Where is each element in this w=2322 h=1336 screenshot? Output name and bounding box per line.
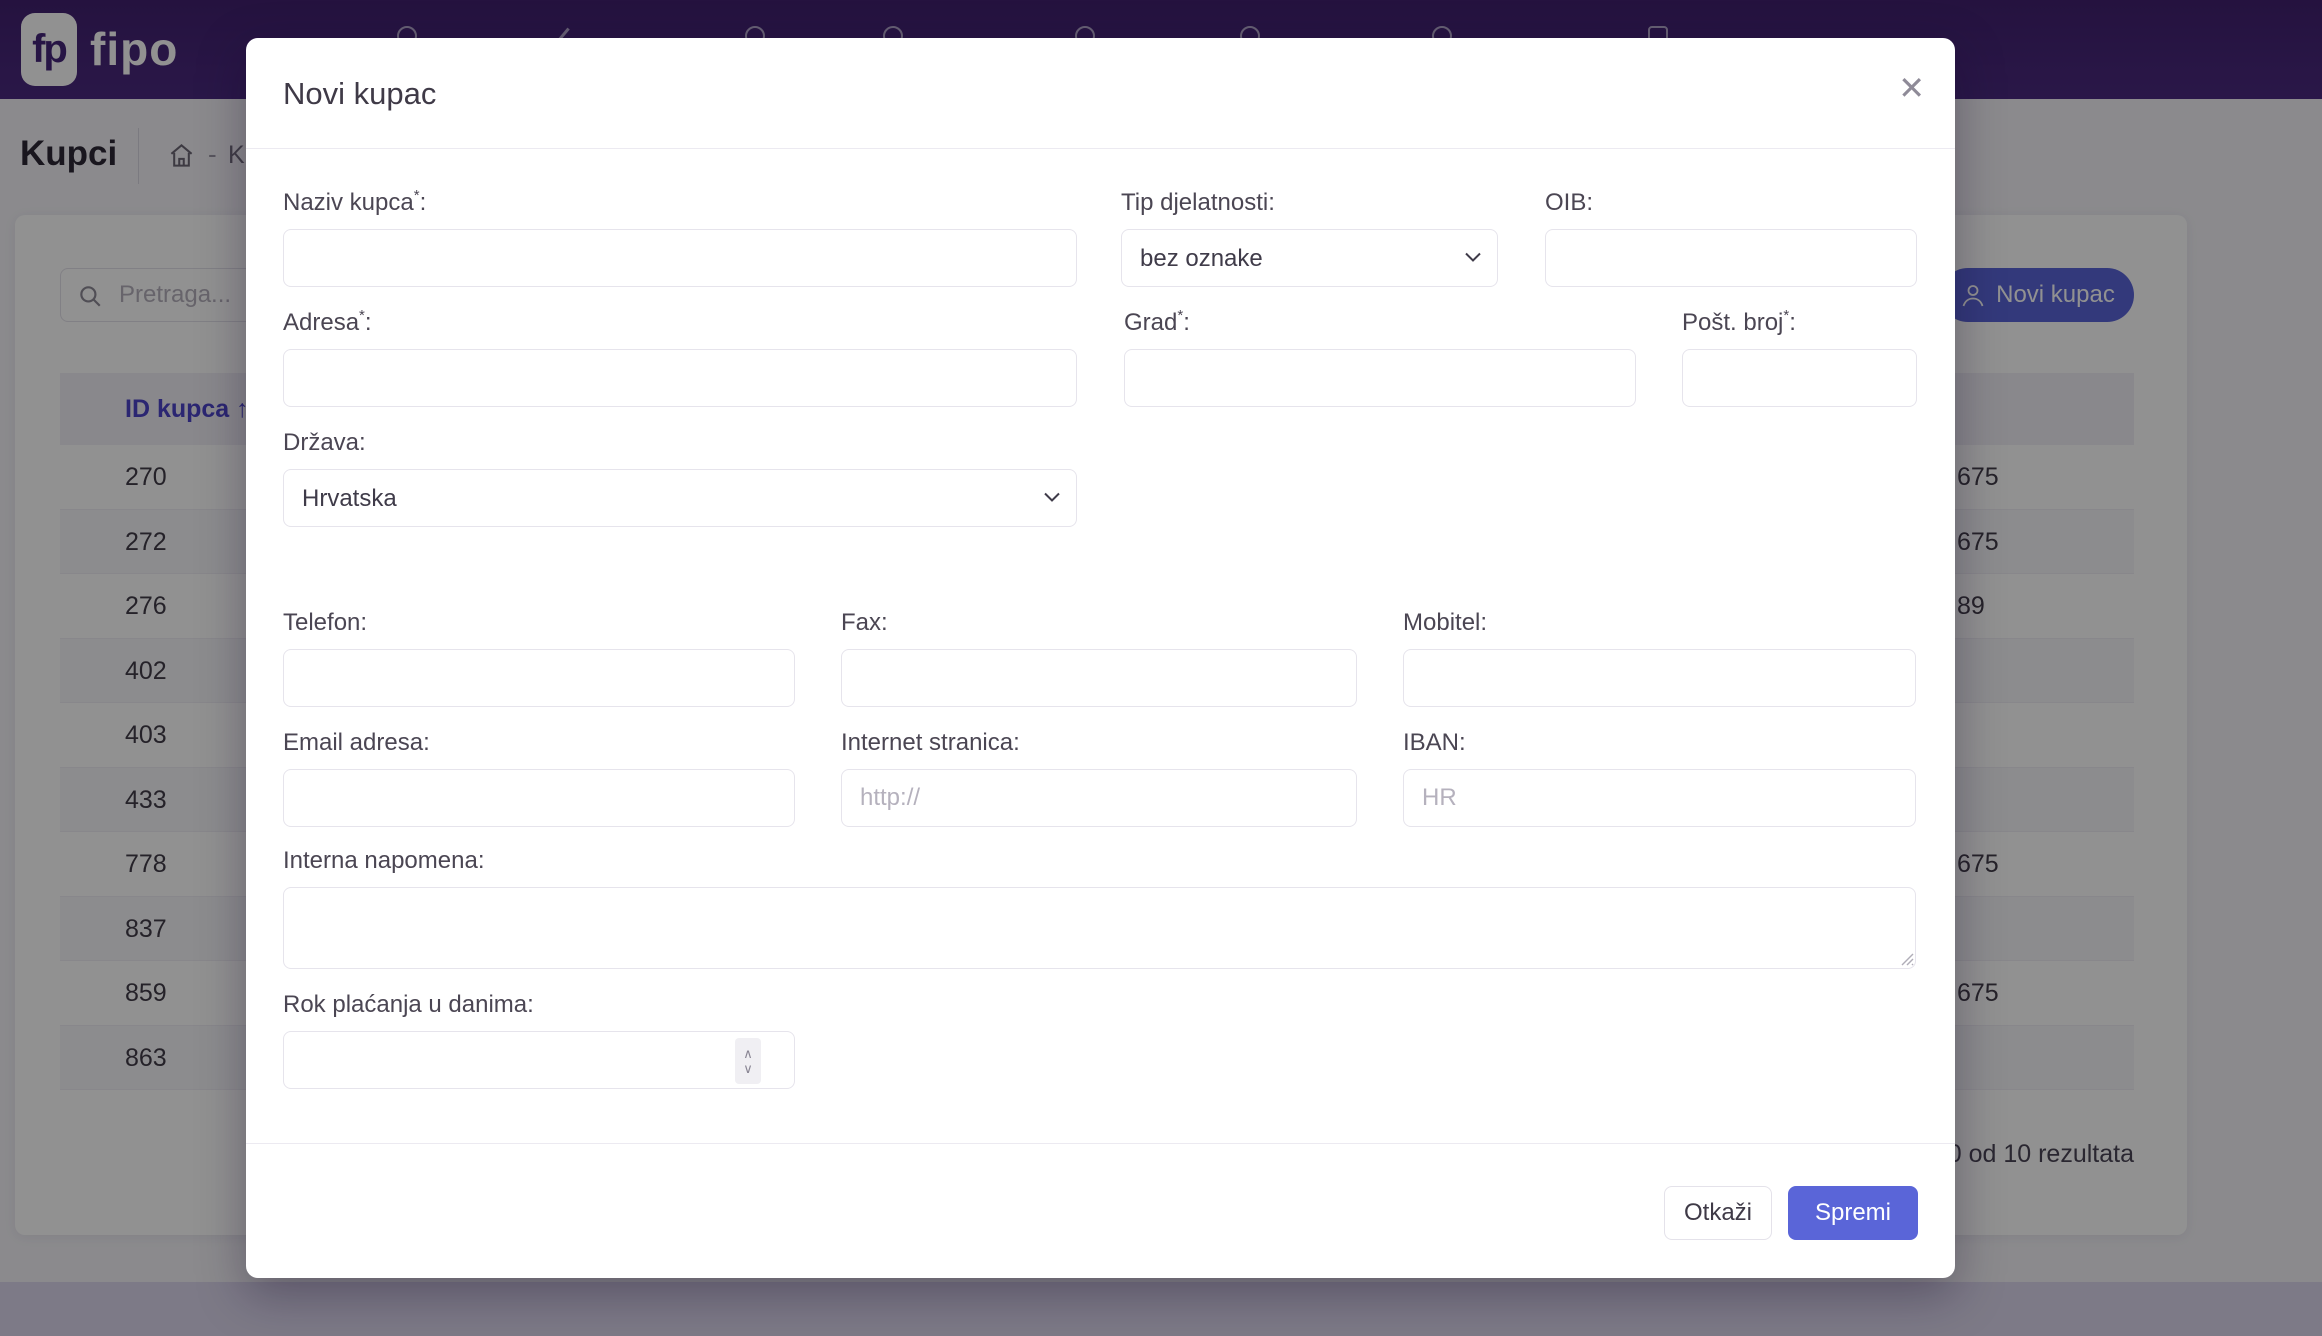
cell-id: 778: [125, 850, 167, 878]
cell-id: 402: [125, 656, 167, 685]
field-label: Država:: [283, 429, 366, 456]
sort-up-icon: ↑: [236, 395, 249, 423]
field-mobitel: Mobitel:: [1403, 608, 1916, 707]
internet-stranica-input[interactable]: [841, 769, 1357, 827]
field-iban: IBAN:: [1403, 728, 1916, 827]
field-label: OIB:: [1545, 189, 1594, 216]
field-label: Internet stranica:: [841, 729, 1020, 756]
field-postanski-broj: Pošt. broj*:: [1682, 308, 1917, 407]
fipo-logo-text[interactable]: fipo: [90, 23, 179, 75]
close-icon[interactable]: ✕: [1898, 70, 1925, 106]
field-label: Interna napomena:: [283, 847, 485, 874]
iban-input[interactable]: [1403, 769, 1916, 827]
cell-id: 863: [125, 1043, 167, 1072]
field-label: Telefon:: [283, 609, 368, 636]
field-oib: OIB:: [1545, 188, 1917, 287]
postanski-broj-input[interactable]: [1682, 349, 1917, 407]
title-divider: [138, 128, 139, 184]
cell-value: 89: [1957, 592, 1985, 620]
cell-value: 675: [1957, 979, 1999, 1007]
save-button[interactable]: Spremi: [1788, 1186, 1918, 1240]
stepper-down-icon[interactable]: ∨: [743, 1061, 753, 1076]
field-fax: Fax:: [841, 608, 1357, 707]
cell-id: 837: [125, 914, 167, 943]
field-label: Tip djelatnosti:: [1121, 189, 1275, 216]
cell-value: 675: [1957, 463, 1999, 491]
field-naziv-kupca: Naziv kupca*:: [283, 188, 1077, 287]
mobitel-input[interactable]: [1403, 649, 1916, 707]
field-email-adresa: Email adresa:: [283, 728, 795, 827]
grad-input[interactable]: [1124, 349, 1636, 407]
cell-value: 675: [1957, 850, 1999, 878]
breadcrumb-separator: -: [208, 139, 217, 169]
email-input[interactable]: [283, 769, 795, 827]
rok-placanja-input[interactable]: [283, 1031, 795, 1089]
footer-band: [0, 1282, 2322, 1336]
fax-input[interactable]: [841, 649, 1357, 707]
field-telefon: Telefon:: [283, 608, 795, 707]
stepper-up-icon[interactable]: ∧: [743, 1046, 753, 1061]
modal-footer: Otkaži Spremi: [246, 1143, 1955, 1240]
person-icon: [1962, 285, 1984, 307]
cell-value: 675: [1957, 527, 1999, 556]
cell-id: 270: [125, 463, 167, 491]
column-header-id-label: ID kupca: [125, 395, 230, 423]
adresa-input[interactable]: [283, 349, 1077, 407]
field-label: Adresa*:: [283, 307, 372, 336]
field-label: Grad*:: [1124, 307, 1190, 336]
field-label: Mobitel:: [1403, 609, 1488, 636]
page-title: Kupci: [20, 134, 118, 173]
field-label: Email adresa:: [283, 729, 430, 756]
interna-napomena-textarea[interactable]: [283, 887, 1916, 969]
column-header-id[interactable]: ID kupca ↑: [60, 395, 249, 423]
tip-djelatnosti-select[interactable]: bez oznake: [1121, 229, 1498, 287]
field-tip-djelatnosti: Tip djelatnosti: bez oznake: [1121, 188, 1498, 287]
field-label: Rok plaćanja u danima:: [283, 991, 534, 1018]
modal-header: Novi kupac ✕: [246, 38, 1955, 149]
cell-id: 859: [125, 979, 167, 1007]
home-icon[interactable]: [168, 142, 195, 174]
field-label: Pošt. broj*:: [1682, 307, 1796, 336]
number-stepper: ∧ ∨: [735, 1038, 761, 1084]
drzava-select[interactable]: Hrvatska: [283, 469, 1077, 527]
field-rok-placanja: Rok plaćanja u danima: ∧ ∨: [283, 990, 795, 1089]
search-icon: [80, 286, 101, 307]
fipo-logo-icon[interactable]: fp: [21, 13, 77, 86]
required-mark: *: [1177, 307, 1184, 324]
new-customer-modal: Novi kupac ✕ Naziv kupca*: Tip djelatnos…: [246, 38, 1955, 1278]
required-mark: *: [413, 187, 420, 204]
results-summary: 10 od 10 rezultata: [1933, 1140, 2134, 1168]
field-label: IBAN:: [1403, 729, 1466, 756]
naziv-kupca-input[interactable]: [283, 229, 1077, 287]
cell-id: 403: [125, 721, 167, 749]
new-customer-button[interactable]: Novi kupac: [1941, 268, 2134, 322]
modal-title: Novi kupac: [283, 76, 437, 111]
field-adresa: Adresa*:: [283, 308, 1077, 407]
telefon-input[interactable]: [283, 649, 795, 707]
field-label: Naziv kupca*:: [283, 187, 427, 216]
new-customer-button-label: Novi kupac: [1996, 281, 2115, 308]
cell-id: 276: [125, 592, 167, 620]
field-grad: Grad*:: [1124, 308, 1636, 407]
cancel-button[interactable]: Otkaži: [1664, 1186, 1772, 1240]
required-mark: *: [359, 307, 365, 324]
field-label: Fax:: [841, 609, 888, 636]
field-interna-napomena: Interna napomena:: [283, 846, 1916, 974]
field-internet-stranica: Internet stranica:: [841, 728, 1357, 827]
oib-input[interactable]: [1545, 229, 1917, 287]
required-mark: *: [1783, 307, 1790, 324]
field-drzava: Država: Hrvatska: [283, 428, 1077, 527]
cell-id: 272: [125, 527, 167, 556]
cell-id: 433: [125, 785, 167, 814]
